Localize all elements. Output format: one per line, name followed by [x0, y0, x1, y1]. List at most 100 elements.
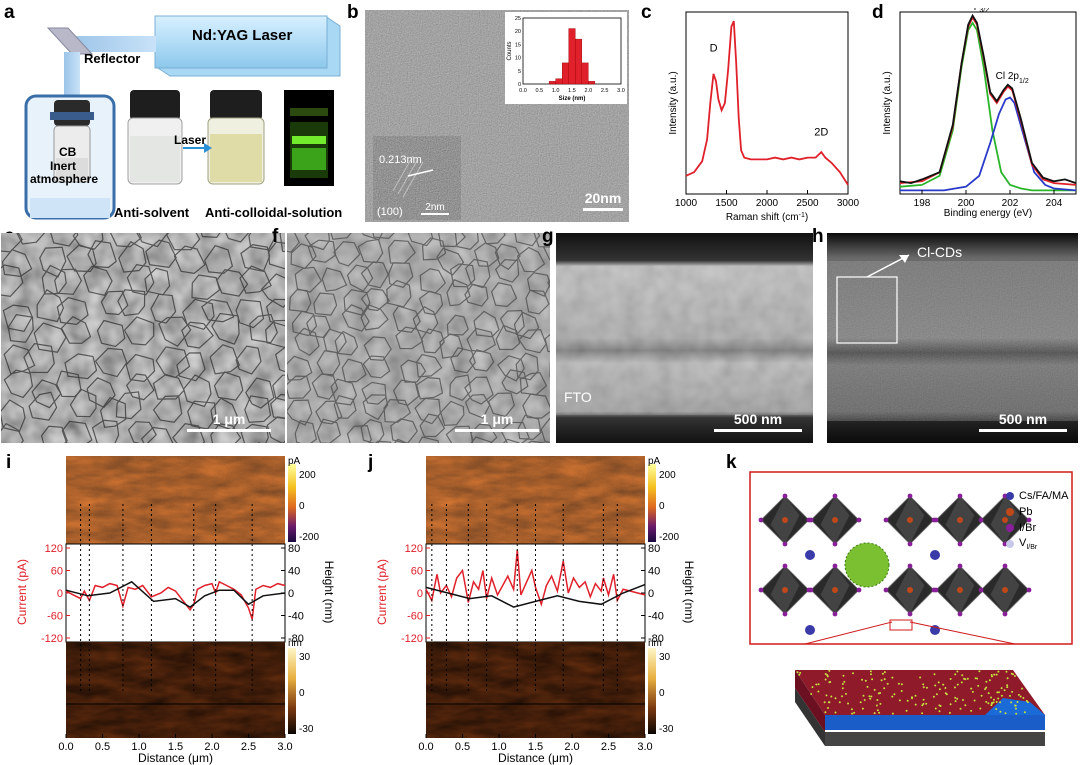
grain-boundary: [150, 293, 177, 324]
tem-scalebar: 20nm: [583, 190, 623, 211]
grain-boundary: [316, 350, 341, 377]
grain-boundary: [362, 394, 389, 421]
grain-boundary: [418, 436, 440, 443]
grain-boundary: [516, 246, 546, 273]
cl-cd-dot: [998, 691, 1000, 694]
cl-cd-dot: [843, 680, 846, 683]
grain-boundary: [64, 353, 98, 380]
cl-cd-dot: [961, 674, 964, 677]
grain-boundary: [419, 413, 446, 438]
cl-cd-dot: [945, 693, 948, 696]
grain-boundary: [7, 314, 34, 343]
left-tick-label: -60: [47, 611, 63, 623]
halide-atom: [933, 517, 939, 523]
panel-a-label: a: [4, 2, 15, 23]
grain-boundary: [313, 292, 338, 316]
cl-cd-dot: [845, 692, 847, 695]
grain-boundary: [514, 233, 541, 247]
grain-boundary: [360, 304, 389, 331]
cl-cd-dot: [979, 707, 982, 710]
halide-atom: [978, 517, 984, 523]
right-tick-label: 0: [648, 588, 654, 600]
grain-boundary: [416, 353, 443, 378]
grain-boundary: [395, 326, 424, 350]
cl-cd-dot: [922, 702, 925, 705]
height-colorbar-tick: -30: [659, 724, 674, 735]
grain-boundary: [341, 358, 367, 383]
cl-cd-dot: [956, 670, 959, 673]
cl-cd-dot: [948, 711, 951, 714]
grain-boundary: [182, 374, 212, 408]
grain-boundary: [100, 290, 129, 316]
grain-boundary: [341, 304, 370, 332]
pb-atom: [782, 587, 788, 593]
cl-cd-dot: [987, 702, 990, 705]
grain-boundary: [181, 321, 214, 349]
left-tick-label: -120: [41, 633, 63, 645]
profile-frame: [65, 543, 286, 643]
right-tick-label: -40: [288, 611, 304, 623]
grain-boundary: [244, 395, 272, 423]
raman-peak-label: 2D: [814, 126, 828, 138]
grain-boundary: [547, 279, 550, 288]
cl-cd-dot: [933, 673, 936, 676]
perovskite-schematic: [749, 471, 1073, 746]
grain-boundary: [343, 289, 371, 316]
height-colorbar-tick: 30: [299, 652, 311, 663]
right-tick-label: -80: [288, 633, 304, 645]
grain-boundary: [333, 240, 361, 267]
left-tick-label: 120: [45, 543, 63, 555]
cl-cd-dot: [970, 687, 973, 690]
cl-cd-dot: [817, 690, 820, 693]
cl-cd-dot: [824, 678, 827, 681]
cl-cd-dot: [991, 675, 993, 678]
grain-boundary: [272, 374, 285, 401]
grain-boundary: [83, 265, 113, 296]
legend-label: I/Br: [1019, 522, 1037, 534]
cl-cd-dot: [862, 694, 865, 697]
grain-boundary: [542, 242, 550, 261]
left-tick-label: -120: [401, 633, 423, 645]
current-colorbar-tick: 0: [659, 501, 665, 512]
cl-cd-dot: [1006, 686, 1009, 689]
xps-ylabel: Intensity (a.u.): [882, 71, 893, 134]
histogram-bar: [548, 81, 556, 85]
cl-cd-dot: [966, 677, 969, 680]
distance-tick-label: 0.5: [455, 741, 470, 753]
grain-boundary: [386, 279, 412, 308]
cl-cd-dot: [974, 677, 977, 680]
halide-atom: [856, 517, 862, 523]
grain-boundary: [266, 416, 285, 443]
halide-atom: [907, 611, 913, 617]
height-colorbar-tick: 0: [659, 688, 665, 699]
cl-cd-dot: [954, 696, 957, 699]
grain-boundary: [388, 262, 414, 288]
histogram-bar: [581, 62, 589, 85]
grain-boundary: [294, 420, 318, 443]
grain-boundary: [287, 355, 313, 381]
grain-boundary: [33, 322, 67, 353]
series-line-green: [899, 21, 1076, 192]
grain-boundary: [1, 248, 33, 278]
right-tick-label: 40: [288, 566, 300, 578]
current-colorbar: [648, 464, 656, 542]
distance-tick-label: 3.0: [637, 741, 652, 753]
cl-cd-dot: [987, 692, 990, 695]
xps-xlabel: Binding energy (eV): [944, 208, 1032, 219]
sem-image-f: 1 μm: [287, 233, 550, 443]
grain-boundary: [173, 245, 206, 275]
histogram-y-tick: 0: [518, 82, 521, 88]
current-colorbar-unit: pA: [288, 456, 301, 467]
histogram-xlabel: Size (nm): [559, 96, 586, 102]
right-tick-label: 80: [288, 543, 300, 555]
profile-current: [425, 549, 646, 607]
pb-atom: [832, 517, 838, 523]
distance-label: Distance (μm): [498, 751, 573, 765]
grain-boundary: [136, 233, 169, 248]
cl-cd-dot: [997, 697, 1000, 700]
cl-cd-dot: [978, 670, 981, 673]
laser-arrow-label: Laser: [174, 133, 207, 147]
cl-cd-dot: [841, 687, 844, 690]
cl-cd-dot: [897, 682, 900, 685]
cl-cd-dot: [922, 686, 925, 689]
